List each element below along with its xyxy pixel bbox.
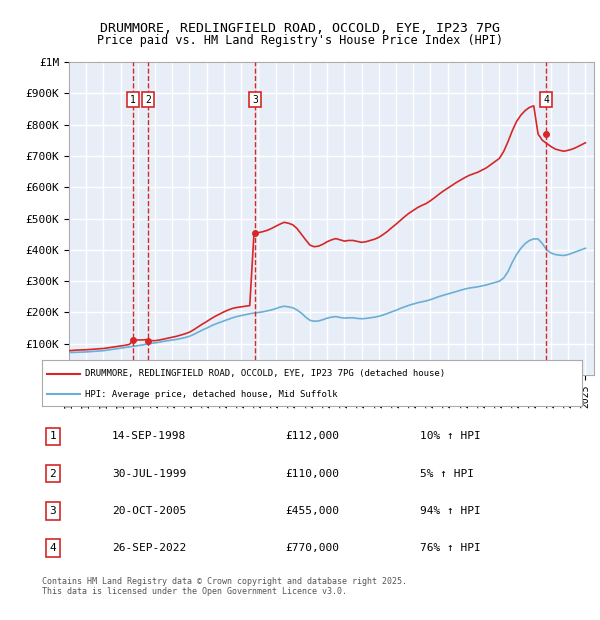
- Text: 2: 2: [49, 469, 56, 479]
- Text: 20-OCT-2005: 20-OCT-2005: [112, 506, 187, 516]
- Text: 10% ↑ HPI: 10% ↑ HPI: [420, 432, 481, 441]
- Text: 3: 3: [49, 506, 56, 516]
- Text: £770,000: £770,000: [285, 542, 339, 552]
- Text: 76% ↑ HPI: 76% ↑ HPI: [420, 542, 481, 552]
- Text: DRUMMORE, REDLINGFIELD ROAD, OCCOLD, EYE, IP23 7PG: DRUMMORE, REDLINGFIELD ROAD, OCCOLD, EYE…: [100, 22, 500, 35]
- Text: 30-JUL-1999: 30-JUL-1999: [112, 469, 187, 479]
- Text: £110,000: £110,000: [285, 469, 339, 479]
- Text: 5% ↑ HPI: 5% ↑ HPI: [420, 469, 474, 479]
- Text: 94% ↑ HPI: 94% ↑ HPI: [420, 506, 481, 516]
- Text: 1: 1: [49, 432, 56, 441]
- Text: 1: 1: [130, 95, 136, 105]
- Text: £112,000: £112,000: [285, 432, 339, 441]
- Text: 26-SEP-2022: 26-SEP-2022: [112, 542, 187, 552]
- Text: 2: 2: [145, 95, 151, 105]
- Text: Contains HM Land Registry data © Crown copyright and database right 2025.
This d: Contains HM Land Registry data © Crown c…: [42, 577, 407, 596]
- Text: Price paid vs. HM Land Registry's House Price Index (HPI): Price paid vs. HM Land Registry's House …: [97, 34, 503, 47]
- Text: £455,000: £455,000: [285, 506, 339, 516]
- Text: HPI: Average price, detached house, Mid Suffolk: HPI: Average price, detached house, Mid …: [85, 390, 338, 399]
- Text: 4: 4: [49, 542, 56, 552]
- Text: 4: 4: [544, 95, 549, 105]
- Text: DRUMMORE, REDLINGFIELD ROAD, OCCOLD, EYE, IP23 7PG (detached house): DRUMMORE, REDLINGFIELD ROAD, OCCOLD, EYE…: [85, 369, 445, 378]
- Text: 3: 3: [252, 95, 258, 105]
- Text: 14-SEP-1998: 14-SEP-1998: [112, 432, 187, 441]
